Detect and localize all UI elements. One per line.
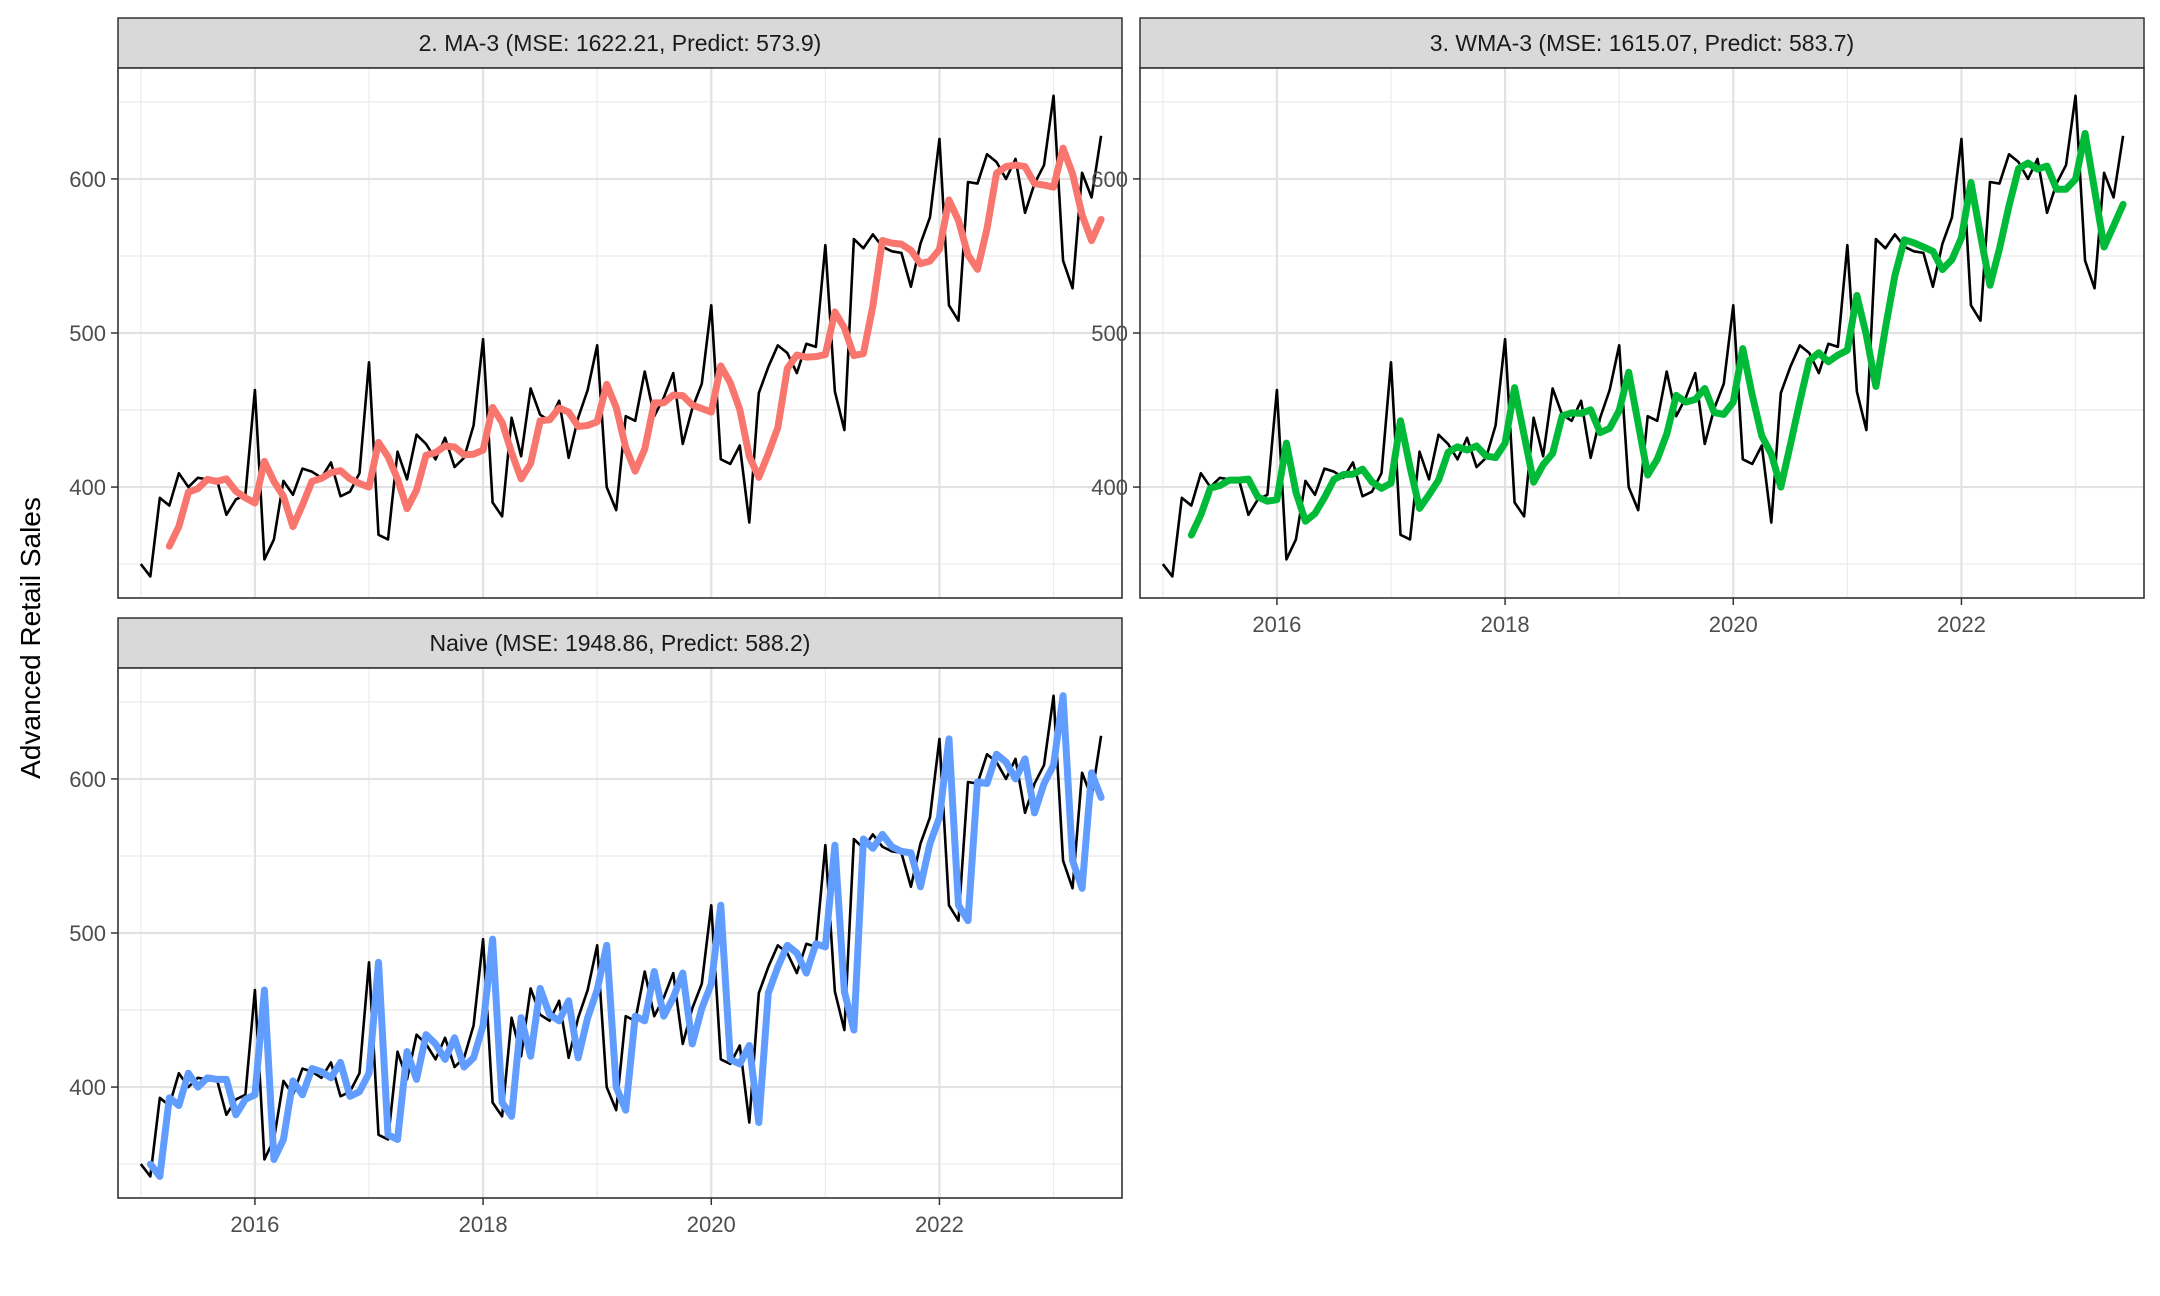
y-axis-title: Advanced Retail Sales xyxy=(15,497,46,779)
facet-strip-title: 3. WMA-3 (MSE: 1615.07, Predict: 583.7) xyxy=(1430,30,1854,56)
x-tick-label: 2016 xyxy=(1252,612,1301,637)
y-tick-label: 600 xyxy=(1091,167,1128,192)
facet-strip xyxy=(1139,17,2145,69)
ma3-forecast-line xyxy=(165,144,1105,550)
x-tick-label: 2022 xyxy=(915,1212,964,1237)
naive-forecast-line xyxy=(146,692,1105,1180)
x-tick-label: 2020 xyxy=(1709,612,1758,637)
y-tick-label: 400 xyxy=(69,1075,106,1100)
y-tick-label: 500 xyxy=(1091,321,1128,346)
facet-panel-wma3: 3. WMA-3 (MSE: 1615.07, Predict: 583.7) 4… xyxy=(1091,17,2145,637)
facet-strip-title: 2. MA-3 (MSE: 1622.21, Predict: 573.9) xyxy=(419,30,822,56)
y-tick-label: 500 xyxy=(69,921,106,946)
panel-border xyxy=(117,67,1123,599)
facet-strip-title: Naive (MSE: 1948.86, Predict: 588.2) xyxy=(430,630,811,656)
panel-border xyxy=(117,667,1123,1199)
wma3-forecast-line xyxy=(1187,129,2127,539)
facet-panel-naive: Naive (MSE: 1948.86, Predict: 588.2) 400 5… xyxy=(69,617,1123,1237)
y-tick-label: 400 xyxy=(69,475,106,500)
y-tick-label: 600 xyxy=(69,767,106,792)
panel-border xyxy=(1139,67,2145,599)
facet-panel-ma3: 2. MA-3 (MSE: 1622.21, Predict: 573.9) 40… xyxy=(69,17,1123,599)
facet-strip xyxy=(117,17,1123,69)
x-tick-label: 2022 xyxy=(1937,612,1986,637)
actual-series-line xyxy=(139,694,1103,1178)
y-tick-label: 500 xyxy=(69,321,106,346)
y-tick-label: 400 xyxy=(1091,475,1128,500)
x-tick-label: 2020 xyxy=(687,1212,736,1237)
facet-strip xyxy=(117,617,1123,669)
x-tick-label: 2018 xyxy=(1481,612,1530,637)
x-tick-label: 2016 xyxy=(230,1212,279,1237)
x-tick-label: 2018 xyxy=(459,1212,508,1237)
actual-series-line xyxy=(139,94,1103,578)
y-tick-label: 600 xyxy=(69,167,106,192)
